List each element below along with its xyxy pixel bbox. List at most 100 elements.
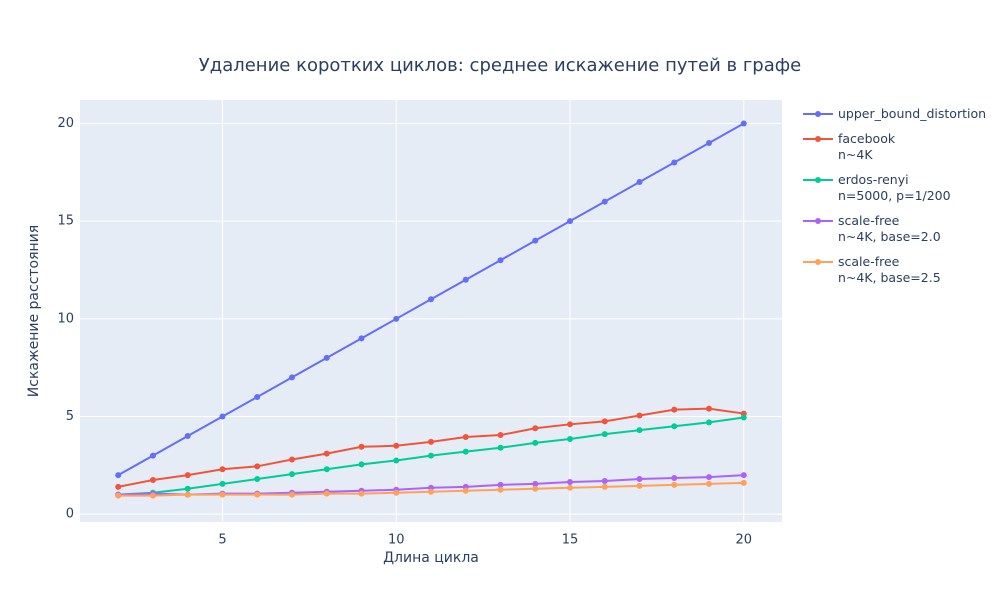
point	[393, 442, 400, 449]
point	[706, 480, 713, 487]
legend-marker	[815, 136, 821, 142]
legend-label: scale-free n~4K, base=2.5	[838, 254, 941, 285]
legend-entry[interactable]: scale-free n~4K, base=2.5	[800, 254, 986, 286]
point	[636, 412, 643, 419]
point	[115, 483, 122, 490]
point	[497, 432, 504, 439]
point	[219, 480, 226, 487]
point	[254, 393, 261, 400]
y-axis-label: Искажение расстояния	[26, 225, 42, 397]
point	[636, 179, 643, 186]
x-tick-label: 10	[388, 533, 405, 548]
legend-entry[interactable]: facebook n~4K	[800, 131, 986, 163]
x-tick-label: 5	[218, 533, 226, 548]
point	[115, 472, 122, 479]
legend-entry[interactable]: upper_bound_distortion	[800, 106, 986, 122]
point	[532, 480, 539, 487]
point	[254, 463, 261, 470]
legend-icon	[803, 136, 833, 142]
point	[740, 414, 747, 421]
point	[149, 452, 156, 459]
legend-icon	[803, 177, 833, 183]
point	[288, 456, 295, 463]
point	[288, 374, 295, 381]
point	[323, 450, 330, 457]
point	[636, 427, 643, 434]
point	[497, 481, 504, 488]
y-tick-label: 20	[57, 116, 74, 131]
point	[601, 198, 608, 205]
point	[567, 218, 574, 225]
point	[671, 423, 678, 430]
point	[532, 237, 539, 244]
point	[428, 452, 434, 459]
point	[254, 476, 261, 483]
legend-icon	[803, 218, 833, 224]
point	[393, 457, 400, 464]
legend-label: upper_bound_distortion	[838, 106, 987, 121]
point	[462, 434, 469, 441]
point	[636, 476, 643, 483]
point	[184, 491, 191, 498]
point	[254, 491, 261, 498]
point	[740, 120, 747, 127]
point	[428, 438, 434, 445]
y-tick-label: 10	[57, 311, 74, 326]
point	[532, 425, 539, 432]
point	[428, 488, 434, 495]
point	[497, 257, 504, 264]
legend: upper_bound_distortion facebook n~4K erdos…	[800, 106, 986, 295]
point	[567, 478, 574, 485]
point	[149, 476, 156, 483]
point	[671, 481, 678, 488]
point	[184, 433, 191, 440]
point	[497, 444, 504, 451]
point	[601, 477, 608, 484]
point	[567, 435, 574, 442]
point	[567, 484, 574, 491]
point	[601, 418, 608, 425]
point	[393, 489, 400, 496]
legend-label: erdos-renyi n=5000, p=1/200	[838, 172, 951, 203]
y-tick-label: 15	[57, 214, 74, 229]
point	[671, 475, 678, 482]
point	[497, 486, 504, 493]
point	[323, 490, 330, 497]
point	[601, 483, 608, 490]
point	[115, 492, 122, 499]
legend-label: facebook n~4K	[838, 131, 896, 162]
x-tick-label: 20	[735, 533, 752, 548]
point	[323, 466, 330, 473]
x-axis-label: Длина цикла	[383, 550, 479, 566]
point	[740, 479, 747, 486]
point	[428, 296, 434, 303]
legend-entry[interactable]: erdos-renyi n=5000, p=1/200	[800, 172, 986, 204]
chart-title: Удаление коротких циклов: среднее искаже…	[199, 55, 801, 76]
point	[706, 405, 713, 412]
legend-marker	[815, 177, 821, 183]
point	[184, 485, 191, 492]
point	[219, 413, 226, 420]
point	[706, 419, 713, 426]
point	[462, 276, 469, 283]
point	[671, 406, 678, 413]
plot-area	[80, 100, 782, 522]
point	[532, 439, 539, 446]
point	[706, 474, 713, 481]
legend-label: scale-free n~4K, base=2.0	[838, 213, 941, 244]
legend-marker	[815, 111, 821, 117]
point	[671, 159, 678, 166]
legend-marker	[815, 218, 821, 224]
legend-marker	[815, 259, 821, 265]
point	[219, 466, 226, 473]
point	[462, 448, 469, 455]
point	[358, 443, 365, 450]
y-tick-label: 0	[66, 507, 74, 522]
point	[149, 492, 156, 499]
point	[740, 472, 747, 479]
legend-entry[interactable]: scale-free n~4K, base=2.0	[800, 213, 986, 245]
point	[288, 471, 295, 478]
point	[462, 487, 469, 494]
